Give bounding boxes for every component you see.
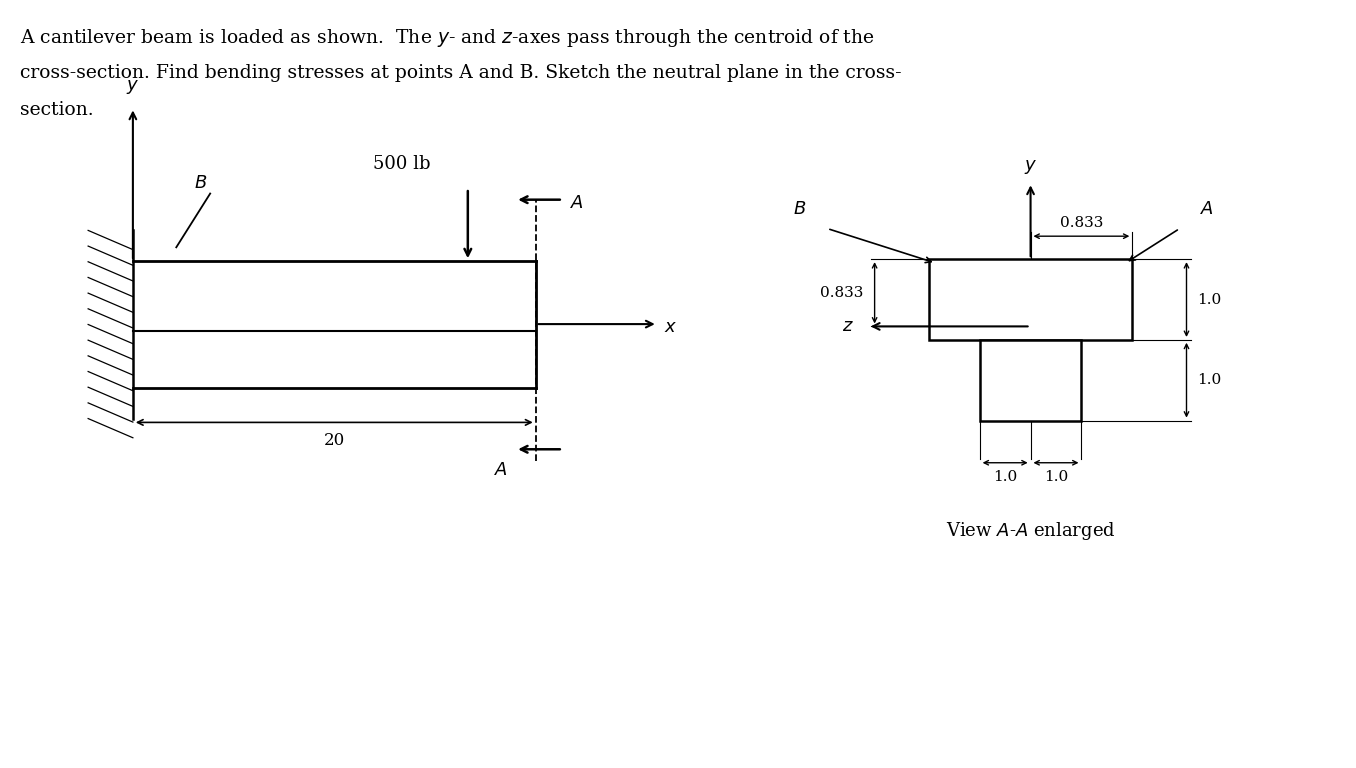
- Text: $y$: $y$: [126, 78, 140, 96]
- Text: View $A$-$A$ enlarged: View $A$-$A$ enlarged: [945, 521, 1116, 542]
- Text: $y$: $y$: [1024, 158, 1037, 177]
- Text: section.: section.: [20, 101, 94, 118]
- Bar: [979, 340, 1082, 421]
- Text: $A$: $A$: [495, 461, 508, 478]
- Text: $x$: $x$: [664, 318, 678, 336]
- Text: $A$: $A$: [570, 194, 583, 212]
- Text: $B$: $B$: [793, 200, 807, 218]
- Text: 0.833: 0.833: [820, 286, 864, 300]
- Bar: [929, 260, 1132, 340]
- Text: 1.0: 1.0: [1197, 373, 1222, 387]
- Text: $z$: $z$: [842, 317, 854, 336]
- Text: 1.0: 1.0: [1044, 471, 1069, 485]
- Text: 500 lb: 500 lb: [373, 155, 430, 173]
- Text: 20: 20: [324, 432, 344, 449]
- Text: cross-section. Find bending stresses at points A and B. Sketch the neutral plane: cross-section. Find bending stresses at …: [20, 64, 902, 81]
- Text: 1.0: 1.0: [1197, 293, 1222, 306]
- Text: $A$: $A$: [1200, 200, 1214, 218]
- Text: 1.0: 1.0: [993, 471, 1017, 485]
- Text: A cantilever beam is loaded as shown.  The $y$- and $z$-axes pass through the ce: A cantilever beam is loaded as shown. Th…: [20, 27, 875, 49]
- Text: $B$: $B$: [194, 174, 207, 192]
- Text: 0.833: 0.833: [1060, 216, 1102, 230]
